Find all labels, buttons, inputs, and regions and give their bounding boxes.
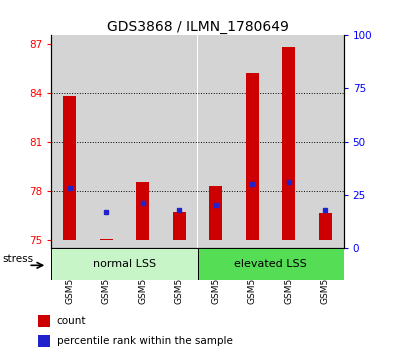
Bar — [124, 35, 161, 248]
Bar — [246, 73, 259, 240]
Bar — [51, 35, 88, 248]
Bar — [282, 47, 295, 240]
Bar — [198, 248, 344, 280]
Bar — [198, 35, 234, 248]
Text: normal LSS: normal LSS — [93, 259, 156, 269]
Bar — [100, 239, 113, 240]
Bar — [307, 35, 344, 248]
Title: GDS3868 / ILMN_1780649: GDS3868 / ILMN_1780649 — [107, 21, 288, 34]
Bar — [161, 35, 198, 248]
Bar — [234, 35, 271, 248]
Text: elevated LSS: elevated LSS — [234, 259, 307, 269]
Text: percentile rank within the sample: percentile rank within the sample — [56, 336, 232, 346]
Text: count: count — [56, 316, 86, 326]
Bar — [38, 315, 50, 327]
Bar — [51, 248, 198, 280]
Bar — [88, 35, 124, 248]
Bar — [209, 186, 222, 240]
Bar — [38, 335, 50, 347]
Bar — [136, 182, 149, 240]
Bar — [63, 96, 76, 240]
Bar — [271, 35, 307, 248]
Bar — [173, 212, 186, 240]
Text: stress: stress — [3, 254, 34, 264]
Bar — [319, 213, 332, 240]
